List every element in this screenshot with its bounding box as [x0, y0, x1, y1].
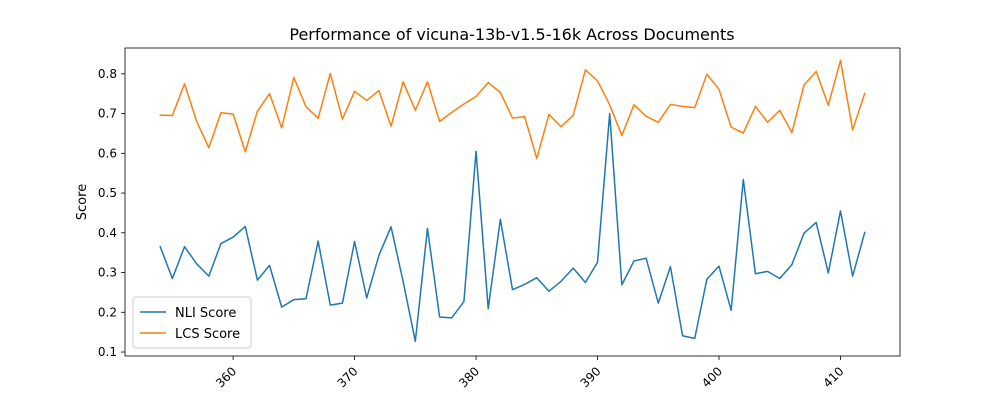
plot-area: 0.1 0.2 0.3 0.4 0.5 0.6 0.7 0.8 360 370 380 390 400 4…: [98, 47, 901, 390]
series-line-lcs-score: [159, 59, 866, 160]
y-tick-label: 0.2: [98, 305, 117, 319]
x-tick-label: 410: [821, 364, 847, 390]
y-tick-label: 0.1: [98, 345, 117, 359]
legend: [132, 296, 252, 349]
y-tick-label: 0.8: [98, 67, 117, 81]
series-line-nli-score: [159, 112, 866, 343]
legend-label-lcs-score: LCS Score: [175, 327, 240, 342]
x-tick-label: 380: [456, 364, 482, 390]
y-tick-label: 0.4: [98, 226, 117, 240]
plot-frame: [124, 47, 901, 357]
y-tick-label: 0.6: [98, 146, 117, 160]
x-tick-label: 370: [335, 364, 361, 390]
x-tick-label: 360: [213, 364, 239, 390]
x-tick-label: 390: [578, 364, 604, 390]
y-axis-label: Score: [75, 184, 90, 220]
y-tick-label: 0.3: [98, 266, 117, 280]
x-tick-label: 400: [699, 364, 725, 390]
y-tick-label: 0.5: [98, 186, 117, 200]
chart-title: Performance of vicuna-13b-v1.5-16k Acros…: [289, 25, 734, 44]
legend-label-nli-score: NLI Score: [175, 306, 236, 321]
y-tick-label: 0.7: [98, 107, 117, 121]
